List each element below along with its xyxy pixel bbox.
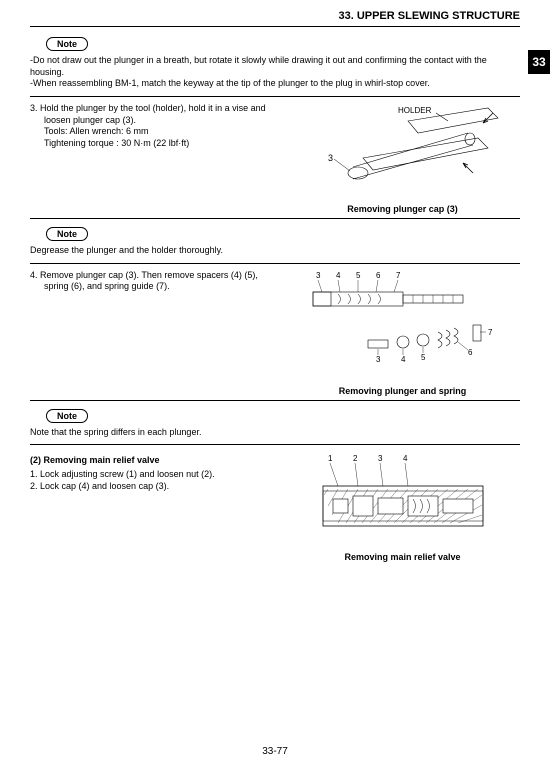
svg-text:1: 1 (328, 454, 333, 463)
spring-diagram-icon: 3 4 5 6 7 (298, 270, 508, 380)
note-text: -Do not draw out the plunger in a breath… (30, 55, 520, 90)
step-body: 3. Hold the plunger by the tool (holder)… (30, 103, 275, 126)
note-badge: Note (46, 409, 88, 423)
separator (30, 263, 520, 264)
svg-text:4: 4 (336, 271, 341, 280)
note-text: Degrease the plunger and the holder thor… (30, 245, 520, 257)
figure-caption: Removing plunger and spring (285, 386, 520, 396)
holder-label: HOLDER (398, 106, 432, 115)
note-badge: Note (46, 37, 88, 51)
relief-valve-diagram-icon: 1 2 3 4 (298, 451, 508, 546)
page-content: Note -Do not draw out the plunger in a b… (0, 27, 550, 562)
svg-text:3: 3 (378, 454, 383, 463)
note-line: -Do not draw out the plunger in a breath… (30, 55, 520, 78)
note-badge: Note (46, 227, 88, 241)
separator (30, 96, 520, 97)
step-text: (2) Removing main relief valve 1. Lock a… (30, 451, 275, 562)
note-line: -When reassembling BM-1, match the keywa… (30, 78, 520, 90)
separator (30, 444, 520, 445)
figure-caption: Removing main relief valve (285, 552, 520, 562)
separator (30, 400, 520, 401)
step-text: 3. Hold the plunger by the tool (holder)… (30, 103, 275, 214)
svg-text:6: 6 (468, 348, 473, 357)
figure-column: HOLDER 3 Removing plunger (285, 103, 520, 214)
step-body: 1. Lock adjusting screw (1) and loosen n… (30, 469, 275, 481)
chapter-number: 33. (338, 10, 353, 22)
step-row: 3. Hold the plunger by the tool (holder)… (30, 103, 520, 214)
svg-text:5: 5 (421, 353, 426, 362)
svg-text:7: 7 (488, 328, 493, 337)
svg-text:4: 4 (403, 454, 408, 463)
svg-text:5: 5 (356, 271, 361, 280)
figure-column: 3 4 5 6 7 (285, 270, 520, 396)
figure-relief-valve: 1 2 3 4 (298, 451, 508, 546)
svg-text:3: 3 (328, 153, 333, 163)
note-text: Note that the spring differs in each plu… (30, 427, 520, 439)
figure-column: 1 2 3 4 (285, 451, 520, 562)
separator (30, 218, 520, 219)
page-header: 33. UPPER SLEWING STRUCTURE (0, 0, 550, 26)
figure-caption: Removing plunger cap (3) (285, 204, 520, 214)
svg-text:4: 4 (401, 355, 406, 364)
step-body: 2. Lock cap (4) and loosen cap (3). (30, 481, 275, 493)
step-tools: Tools: Allen wrench: 6 mm (30, 126, 275, 138)
step-row: 4. Remove plunger cap (3). Then remove s… (30, 270, 520, 396)
step-body: 4. Remove plunger cap (3). Then remove s… (30, 270, 275, 293)
step-row: (2) Removing main relief valve 1. Lock a… (30, 451, 520, 562)
svg-text:3: 3 (376, 355, 381, 364)
page-footer: 33-77 (0, 746, 550, 757)
figure-plunger-spring: 3 4 5 6 7 (298, 270, 508, 380)
svg-text:2: 2 (353, 454, 358, 463)
step-text: 4. Remove plunger cap (3). Then remove s… (30, 270, 275, 396)
svg-text:3: 3 (316, 271, 321, 280)
figure-plunger-cap: HOLDER 3 (298, 103, 508, 198)
subsection-heading: (2) Removing main relief valve (30, 455, 275, 467)
plunger-diagram-icon: HOLDER 3 (298, 103, 508, 198)
chapter-title: UPPER SLEWING STRUCTURE (357, 10, 520, 22)
side-tab: 33 (528, 50, 550, 74)
svg-text:7: 7 (396, 271, 401, 280)
svg-text:6: 6 (376, 271, 381, 280)
step-torque: Tightening torque : 30 N·m (22 lbf·ft) (30, 138, 275, 150)
